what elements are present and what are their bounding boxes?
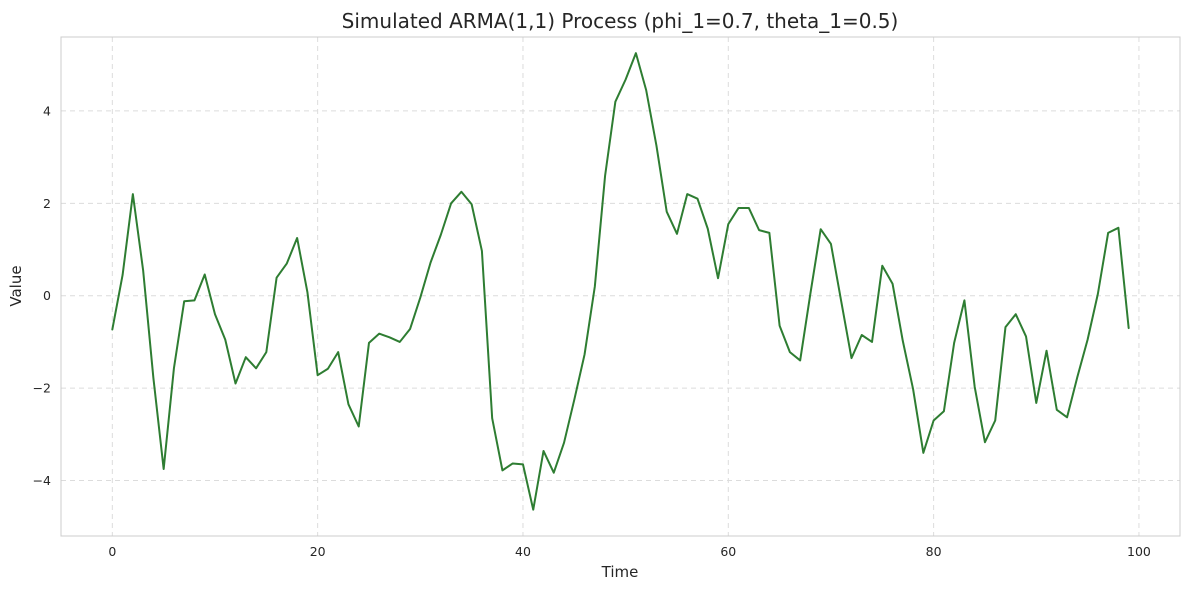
plot-frame — [60, 36, 1181, 537]
x-tick-label: 40 — [515, 544, 531, 559]
plot-background — [61, 37, 1180, 536]
x-axis-label: Time — [601, 563, 639, 581]
x-tick-label: 80 — [926, 544, 942, 559]
y-tick-label: 4 — [43, 103, 51, 118]
x-tick-label: 20 — [310, 544, 326, 559]
y-tick-label: 2 — [43, 196, 51, 211]
chart-title: Simulated ARMA(1,1) Process (phi_1=0.7, … — [342, 9, 899, 33]
x-tick-label: 60 — [720, 544, 736, 559]
series-line — [111, 52, 1130, 511]
series-group — [111, 52, 1130, 511]
grid — [61, 37, 1180, 536]
y-axis-label: Value — [7, 265, 25, 306]
y-axis-ticks: −4 −2 0 2 4 — [33, 103, 51, 488]
y-tick-label: 0 — [43, 288, 51, 303]
y-tick-label: −4 — [33, 473, 51, 488]
x-tick-label: 100 — [1127, 544, 1151, 559]
x-axis-ticks: 0 20 40 60 80 100 — [108, 544, 1151, 559]
y-tick-label: −2 — [33, 381, 51, 396]
x-tick-label: 0 — [108, 544, 116, 559]
